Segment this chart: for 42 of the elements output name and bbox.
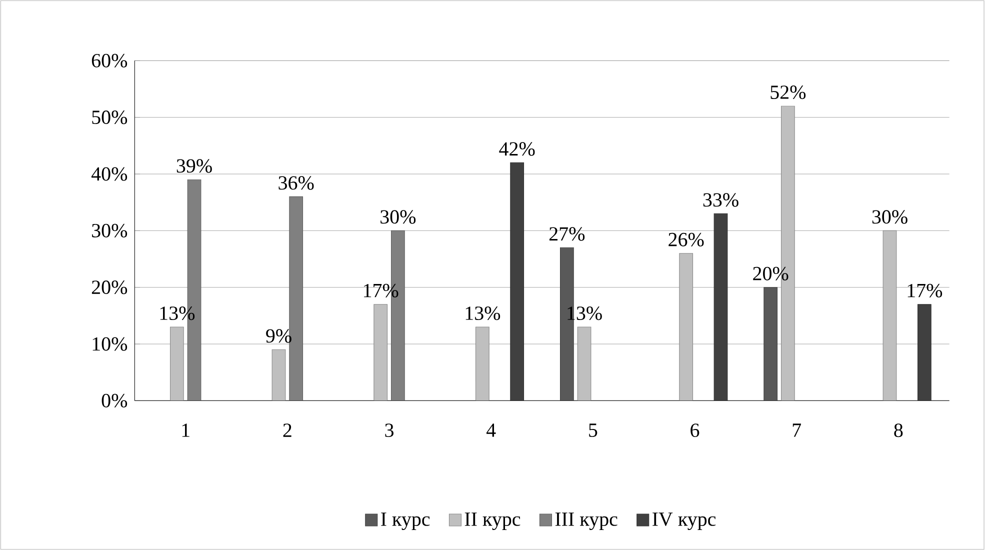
- y-tick-label: 50%: [92, 110, 128, 124]
- data-label: 33%: [703, 193, 738, 207]
- data-label: 27%: [549, 227, 585, 241]
- data-label: 26%: [668, 232, 704, 246]
- x-tick-label: 5: [589, 424, 598, 437]
- data-label: 13%: [466, 306, 500, 320]
- x-tick-label: 2: [283, 424, 292, 437]
- data-label: 36%: [278, 176, 314, 190]
- data-label: 39%: [176, 159, 212, 173]
- data-label: 20%: [753, 266, 788, 280]
- y-tick-label: 20%: [92, 280, 128, 294]
- y-tick-label: 40%: [91, 167, 128, 181]
- x-tick-label: 8: [894, 424, 903, 438]
- y-tick-label: 60%: [92, 54, 128, 68]
- bar: [475, 326, 490, 401]
- bar: [679, 253, 694, 401]
- data-label: 30%: [380, 210, 416, 224]
- legend-label: II курс: [464, 512, 520, 530]
- y-tick-label: 10%: [92, 337, 128, 351]
- data-label: 52%: [770, 86, 806, 100]
- bar: [170, 326, 184, 401]
- bar: [882, 230, 897, 401]
- data-label: 42%: [499, 142, 535, 156]
- data-label: 30%: [872, 210, 908, 224]
- bar: [510, 162, 524, 401]
- bar: [272, 349, 286, 401]
- legend-label: I курс: [381, 512, 430, 530]
- bar: [764, 287, 778, 401]
- y-tick-label: 0%: [102, 394, 128, 408]
- x-tick-label: 7: [792, 424, 801, 437]
- x-tick-label: 3: [385, 424, 394, 438]
- x-tick-label: 1: [182, 424, 190, 437]
- bar: [917, 304, 932, 401]
- legend-label: III курс: [555, 512, 618, 530]
- bar: [714, 213, 728, 401]
- x-tick-label: 4: [486, 424, 496, 437]
- y-tick-label: 30%: [92, 224, 128, 238]
- bar: [374, 304, 388, 401]
- legend-label: IV курс: [652, 512, 716, 530]
- x-tick-label: 6: [690, 424, 700, 438]
- bar: [577, 326, 592, 401]
- data-label: 17%: [908, 284, 942, 298]
